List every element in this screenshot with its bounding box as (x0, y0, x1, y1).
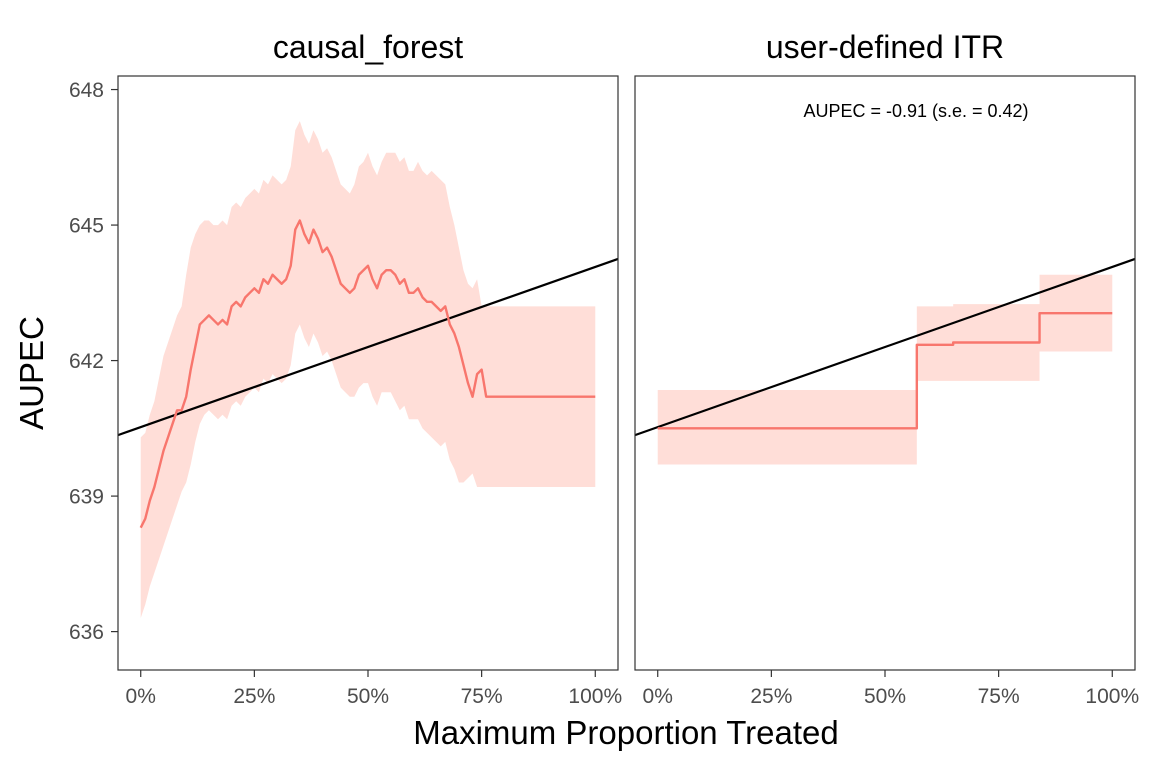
aupec-step-user-defined-itr (657, 311, 1113, 430)
x-tick-label: 100% (1085, 685, 1139, 708)
x-tick-label: 25% (233, 685, 275, 708)
y-tick-label: 645 (69, 215, 104, 238)
x-tick-label: 0% (126, 685, 156, 708)
x-tick-label: 25% (750, 685, 792, 708)
x-tick-label: 100% (568, 685, 622, 708)
y-axis: 636 639 642 645 648 (69, 79, 118, 644)
confidence-ribbon-causal-forest (140, 121, 596, 619)
plot-area-causal-forest (117, 121, 619, 619)
panel-causal-forest: causal_forest 636 639 642 645 648 0% 25% 50% 75… (69, 29, 622, 708)
panel-title-causal-forest: causal_forest (273, 29, 463, 65)
x-tick-label: 75% (461, 685, 503, 708)
x-axis-causal-forest: 0% 25% 50% 75% 100% (126, 670, 622, 708)
y-tick-label: 636 (69, 621, 104, 644)
aupec-curve-causal-forest (139, 219, 596, 529)
x-tick-label: 50% (347, 685, 389, 708)
x-tick-label: 75% (978, 685, 1020, 708)
reference-line-causal-forest (117, 257, 619, 437)
x-axis-title: Maximum Proportion Treated (413, 714, 839, 751)
panel-user-defined-itr: user-defined ITR AUPEC = -0.91 (s.e. = 0… (634, 29, 1139, 708)
y-axis-title: AUPEC (13, 316, 50, 430)
panel-title-user-defined-itr: user-defined ITR (766, 29, 1004, 65)
x-tick-label: 50% (864, 685, 906, 708)
x-axis-user-defined-itr: 0% 25% 50% 75% 100% (643, 670, 1139, 708)
plot-area-user-defined-itr (634, 257, 1136, 465)
reference-line-user-defined-itr (634, 257, 1136, 437)
y-tick-label: 639 (69, 486, 104, 509)
y-tick-label: 642 (69, 350, 104, 373)
y-tick-label: 648 (69, 79, 104, 102)
aupec-annotation: AUPEC = -0.91 (s.e. = 0.42) (803, 101, 1028, 121)
confidence-ribbon-user-defined-itr (657, 274, 1113, 465)
x-tick-label: 0% (643, 685, 673, 708)
panel-border-user-defined-itr (634, 75, 1136, 671)
